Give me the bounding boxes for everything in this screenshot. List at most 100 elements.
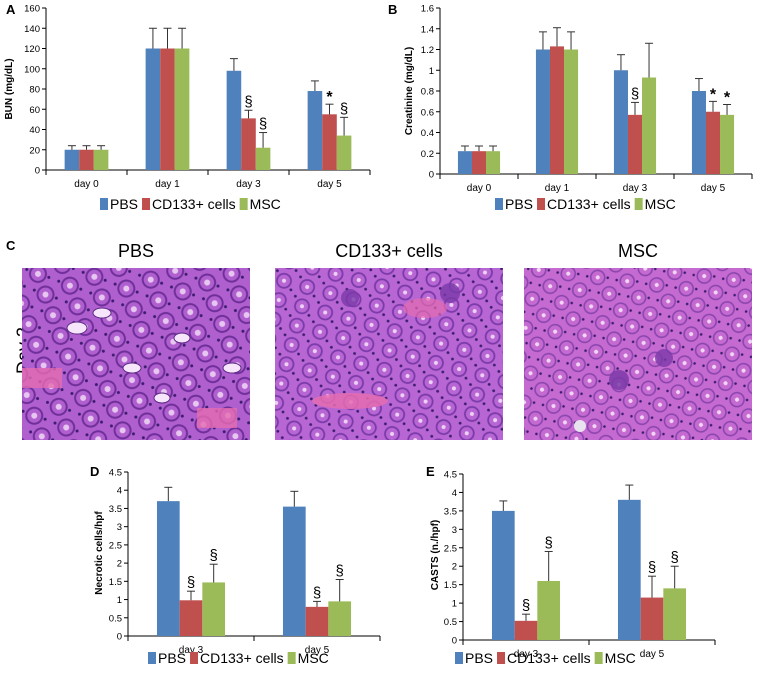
chart-b-ytick-label: 1 [429,66,434,77]
chart-a-ytick-label: 40 [29,125,40,136]
chart-a-category-label: day 3 [236,179,261,190]
chart-b-ytick-label: 1.6 [421,4,434,15]
chart-b-ytick-label: 0.4 [421,128,434,139]
chart-a-bar [322,114,337,170]
chart-a-category-label: day 1 [155,179,180,190]
chart-e-annotation: § [671,549,679,566]
chart-a-bar [174,48,190,170]
chart-b-category-label: day 1 [545,183,570,194]
chart-b-bar [627,114,643,174]
chart-a-legend-swatch [142,198,151,210]
chart-a-ytick-label: 120 [24,44,40,55]
chart-b-bar [564,49,579,174]
chart-b-legend-label: MSC [645,196,676,212]
chart-e-legend-swatch [497,652,506,664]
chart-d-annotation: § [187,574,195,591]
chart-a-category-label: day 0 [74,179,99,190]
chart-b-ytick-label: 1.4 [421,24,434,35]
panel-letter-a: A [6,2,16,17]
chart-d-ytick-label: 0.5 [109,613,122,624]
chart-e-annotation: § [522,597,530,614]
chart-a-bar [226,70,242,170]
chart-b-bar [720,114,735,174]
chart-a-annotation: * [326,89,333,106]
chart-e-ytick-label: 1.5 [444,580,457,591]
chart-e-bar [537,580,561,640]
chart-a-ytick-label: 0 [35,166,40,177]
chart-d-ytick-label: 3 [117,522,122,533]
chart-e-ytick-label: 4.5 [444,470,457,481]
chart-d-ytick-label: 2 [117,559,122,570]
chart-e-legend-label: CD133+ cells [507,650,591,666]
chart-b-bar [691,91,706,174]
chart-e-legend-swatch [455,652,463,664]
chart-e-annotation: § [545,534,553,551]
chart-d-legend-swatch [148,652,156,664]
chart-e-bar [640,597,664,640]
histology-title-msc: MSC [618,241,658,261]
chart-a-bar [241,118,256,170]
chart-a-bar [79,149,94,170]
chart-b-category-label: day 0 [467,183,492,194]
chart-d-bar [202,582,226,636]
chart-d-annotation: § [313,584,321,601]
chart-a-bar [64,149,80,170]
chart-e-bar [491,510,515,640]
chart-b-bar [705,111,721,174]
chart-e-ylabel: CASTS (n./hpf) [430,520,441,591]
chart-e-legend-label: MSC [605,650,636,666]
chart-a-bar [160,48,175,170]
chart-b-ytick-label: 0.8 [421,87,434,98]
histology-image-pbs [22,268,250,440]
chart-e-category-label: day 3 [514,649,539,660]
chart-a-bar [93,149,109,170]
chart-b-ytick-label: 0.6 [421,107,434,118]
chart-d-ytick-label: 1 [117,595,122,606]
histology-image-msc [524,268,752,440]
chart-a-bar [255,147,271,170]
chart-e-ytick-label: 1 [452,599,457,610]
chart-b-category-label: day 5 [701,183,726,194]
chart-d-ylabel: Necrotic cells/hpf [94,511,105,595]
histology-image-cd133 [275,268,503,440]
chart-d-ytick-label: 0 [117,632,122,643]
chart-d-legend-label: MSC [298,650,329,666]
chart-bun: 0 20 40 60 80 100 120 140 160 BUN (mg/dL) day 0 day… [4,4,371,212]
chart-a-annotation: § [244,93,252,110]
chart-e-legend-label: PBS [465,650,493,666]
chart-d-bar [156,501,180,636]
chart-d-legend-swatch [287,652,296,664]
chart-b-ytick-label: 0.2 [421,149,434,160]
panel-letter-c: C [6,238,16,253]
chart-b-bar [613,70,628,174]
chart-b-annotation: * [710,86,717,103]
chart-b-legend-swatch [634,198,643,210]
chart-e-annotation: § [648,559,656,576]
chart-a-bar [307,91,323,170]
chart-d-category-label: day 3 [179,645,204,656]
chart-b-bar [486,151,501,174]
chart-e-category-label: day 5 [640,649,665,660]
chart-a-ytick-label: 60 [29,105,40,116]
chart-e-ytick-label: 3.5 [444,506,457,517]
chart-a-annotation: § [340,100,348,117]
chart-b-ytick-label: 1.2 [421,45,434,56]
chart-b-legend-label: PBS [505,196,533,212]
chart-b-bar [642,77,657,174]
chart-b-legend-label: CD133+ cells [547,196,631,212]
chart-d-bar [179,600,203,636]
chart-a-ytick-label: 80 [29,85,40,96]
chart-b-bar [457,151,472,174]
chart-e-legend-swatch [594,652,603,664]
chart-a-legend-label: MSC [250,196,281,212]
chart-b-ylabel: Creatinine (mg/dL) [404,47,415,135]
chart-e-ytick-label: 0 [452,636,457,647]
chart-e-bar [617,499,641,640]
chart-e-ytick-label: 0.5 [444,617,457,628]
chart-e-ytick-label: 2 [452,562,457,573]
chart-d-bar [282,506,306,636]
chart-e-ytick-label: 2.5 [444,543,457,554]
chart-a-legend-swatch [239,198,248,210]
chart-e-ytick-label: 3 [452,525,457,536]
